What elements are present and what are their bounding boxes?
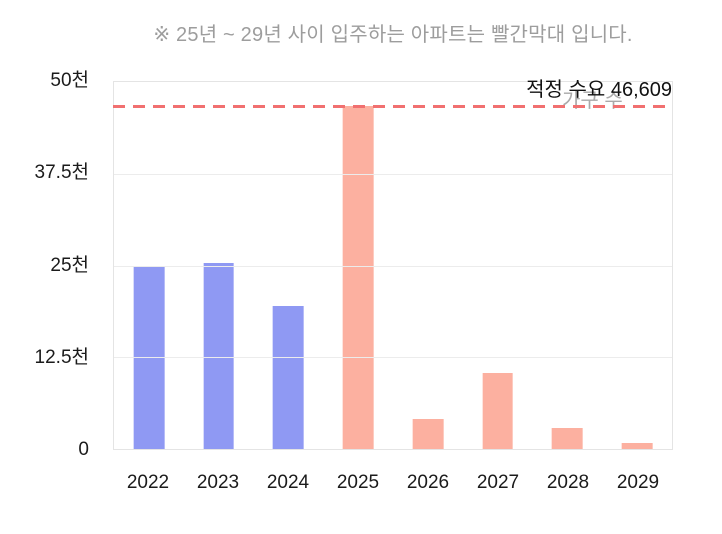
- bar-2029: [621, 442, 653, 449]
- y-axis-tick-50천: 50천: [50, 70, 89, 91]
- y-axis-tick-25천: 25천: [50, 254, 89, 276]
- x-axis-tick-2027: 2027: [476, 472, 520, 493]
- bar-2028: [552, 427, 583, 449]
- chart-note-title: ※ 25년 ~ 29년 사이 입주하는 아파트는 빨간막대 입니다.: [153, 24, 633, 46]
- bar-slot-2023: [184, 82, 254, 449]
- bar-slot-2024: [254, 82, 324, 449]
- x-axis-tick-2023: 2023: [196, 472, 240, 493]
- xticks-container: 2022 2023 2024 2025 2026 2027 2028 2029: [113, 471, 673, 495]
- bar-2026: [412, 418, 444, 449]
- bar-2025: [342, 105, 374, 449]
- x-axis-tick-2029: 2029: [616, 472, 660, 493]
- reference-line-annotation: 적정 수요 46,609: [526, 79, 672, 101]
- y-axis-tick-37.5천: 37.5천: [34, 162, 89, 184]
- bar-2027: [482, 373, 513, 449]
- bar-slot-2025: [323, 82, 393, 449]
- gridline-12.5천: [114, 357, 672, 359]
- bar-slot-2028: [533, 82, 603, 449]
- bar-2023: [203, 263, 234, 449]
- x-axis-tick-2028: 2028: [546, 472, 590, 493]
- x-axis-tick-2025: 2025: [336, 472, 380, 493]
- bar-slot-2029: [602, 82, 672, 449]
- x-axis-tick-2026: 2026: [406, 472, 450, 493]
- x-axis-tick-2024: 2024: [266, 472, 310, 493]
- y-axis-tick-0: 0: [78, 439, 89, 460]
- reference-dashed-line: [113, 105, 673, 109]
- x-axis-tick-2022: 2022: [126, 472, 170, 493]
- gridline-37.5천: [114, 173, 672, 175]
- gridline-25천: [114, 265, 672, 267]
- plot-area: [113, 81, 673, 450]
- bar-slot-2026: [393, 82, 463, 449]
- bars-container: [114, 82, 672, 449]
- bar-slot-2027: [463, 82, 533, 449]
- y-axis-tick-12.5천: 12.5천: [34, 346, 89, 368]
- bar-2024: [273, 305, 304, 449]
